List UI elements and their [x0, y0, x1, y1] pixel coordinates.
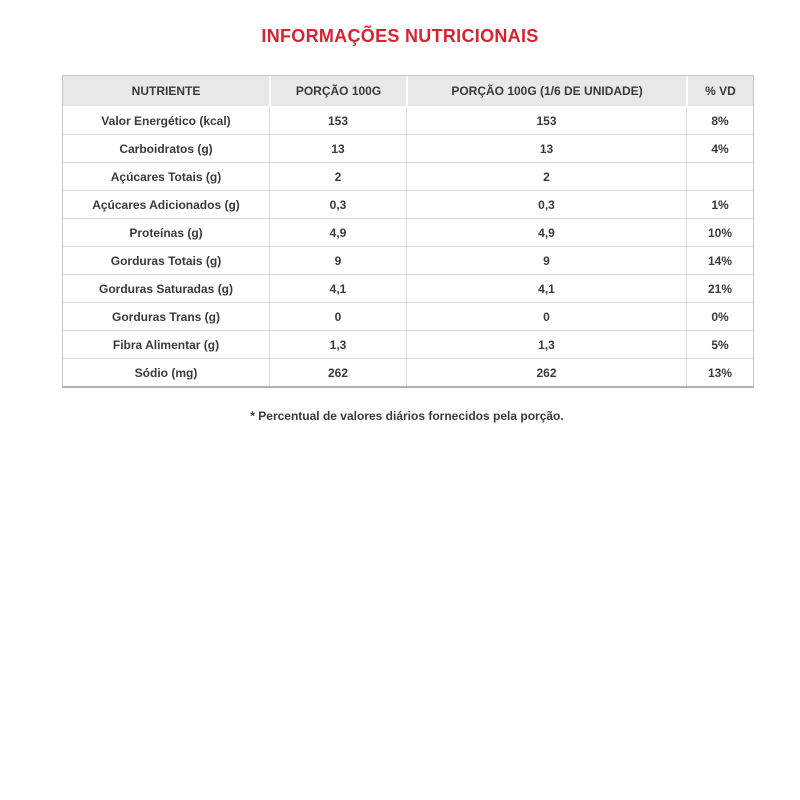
- nutrient-name-cell: Fibra Alimentar (g): [63, 330, 269, 358]
- nutrient-name-cell: Gorduras Totais (g): [63, 246, 269, 274]
- table-row: Gorduras Totais (g) 9 9 14%: [63, 246, 753, 274]
- value-cell: [686, 162, 753, 190]
- column-header: NUTRIENTE: [63, 76, 269, 106]
- table-row: Gorduras Trans (g) 0 0 0%: [63, 302, 753, 330]
- nutrient-name-cell: Açúcares Totais (g): [63, 162, 269, 190]
- value-cell: 4,9: [269, 218, 406, 246]
- column-header: PORÇÃO 100G (1/6 DE UNIDADE): [406, 76, 686, 106]
- value-cell: 13%: [686, 358, 753, 386]
- value-cell: 5%: [686, 330, 753, 358]
- table-row: Proteínas (g) 4,9 4,9 10%: [63, 218, 753, 246]
- nutrition-table: NUTRIENTE PORÇÃO 100G PORÇÃO 100G (1/6 DE …: [62, 75, 754, 388]
- value-cell: 1,3: [406, 330, 686, 358]
- table-row: Gorduras Saturadas (g) 4,1 4,1 21%: [63, 274, 753, 302]
- value-cell: 0%: [686, 302, 753, 330]
- column-header: % VD: [686, 76, 753, 106]
- value-cell: 4,1: [269, 274, 406, 302]
- nutrient-name-cell: Gorduras Saturadas (g): [63, 274, 269, 302]
- value-cell: 0: [406, 302, 686, 330]
- nutrient-name-cell: Gorduras Trans (g): [63, 302, 269, 330]
- value-cell: 2: [269, 162, 406, 190]
- value-cell: 4%: [686, 134, 753, 162]
- value-cell: 4,9: [406, 218, 686, 246]
- nutrient-name-cell: Valor Energético (kcal): [63, 106, 269, 134]
- nutrient-name-cell: Carboidratos (g): [63, 134, 269, 162]
- column-header: PORÇÃO 100G: [269, 76, 406, 106]
- value-cell: 1,3: [269, 330, 406, 358]
- page-title: INFORMAÇÕES NUTRICIONAIS: [261, 26, 539, 46]
- nutrient-name-cell: Sódio (mg): [63, 358, 269, 386]
- table-row: Fibra Alimentar (g) 1,3 1,3 5%: [63, 330, 753, 358]
- value-cell: 21%: [686, 274, 753, 302]
- value-cell: 0,3: [406, 190, 686, 218]
- value-cell: 14%: [686, 246, 753, 274]
- value-cell: 4,1: [406, 274, 686, 302]
- value-cell: 153: [269, 106, 406, 134]
- table-row: Valor Energético (kcal) 153 153 8%: [63, 106, 753, 134]
- table-row: Açúcares Adicionados (g) 0,3 0,3 1%: [63, 190, 753, 218]
- header-row: NUTRIENTE PORÇÃO 100G PORÇÃO 100G (1/6 DE …: [63, 76, 753, 106]
- value-cell: 153: [406, 106, 686, 134]
- value-cell: 1%: [686, 190, 753, 218]
- value-cell: 2: [406, 162, 686, 190]
- table-row: Sódio (mg) 262 262 13%: [63, 358, 753, 386]
- value-cell: 0,3: [269, 190, 406, 218]
- value-cell: 8%: [686, 106, 753, 134]
- value-cell: 10%: [686, 218, 753, 246]
- table-header: NUTRIENTE PORÇÃO 100G PORÇÃO 100G (1/6 DE …: [63, 76, 753, 106]
- value-cell: 9: [406, 246, 686, 274]
- value-cell: 0: [269, 302, 406, 330]
- table-row: Carboidratos (g) 13 13 4%: [63, 134, 753, 162]
- value-cell: 13: [406, 134, 686, 162]
- value-cell: 262: [269, 358, 406, 386]
- value-cell: 9: [269, 246, 406, 274]
- table-body: Valor Energético (kcal) 153 153 8% Carboidra…: [63, 106, 753, 386]
- nutrient-name-cell: Proteínas (g): [63, 218, 269, 246]
- value-cell: 262: [406, 358, 686, 386]
- nutrient-name-cell: Açúcares Adicionados (g): [63, 190, 269, 218]
- table-row: Açúcares Totais (g) 2 2: [63, 162, 753, 190]
- value-cell: 13: [269, 134, 406, 162]
- footnote: * Percentual de valores diários fornecid…: [250, 409, 564, 423]
